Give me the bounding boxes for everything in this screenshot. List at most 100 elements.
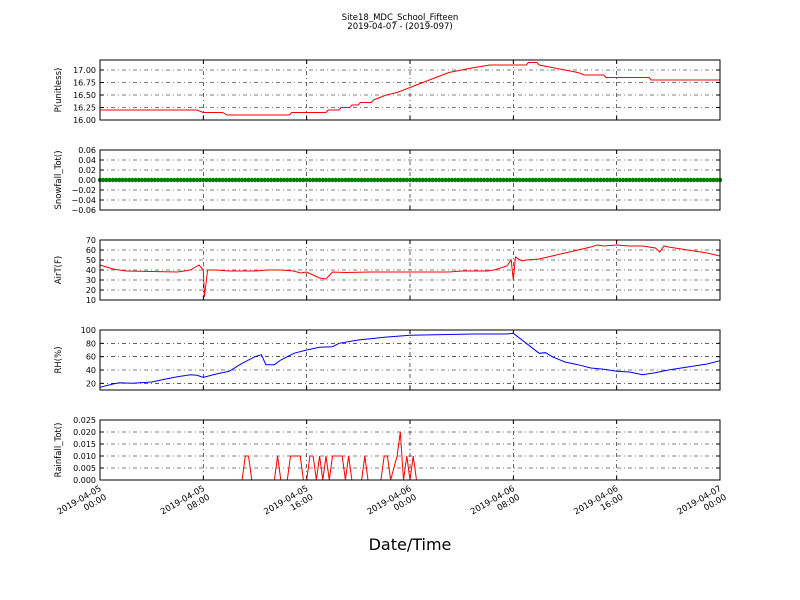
panel-frame [99, 149, 721, 211]
series-point [637, 177, 642, 183]
chart-title: Site18_MDC_School_Fifteen [342, 13, 459, 23]
series-point [256, 177, 261, 183]
chart-panels: 16.00 16.25 16.50 16.75 17.00 P(unitless) −0.0… [54, 59, 723, 485]
series-point [514, 177, 519, 183]
panel-frame [99, 239, 721, 301]
series-point [701, 177, 707, 183]
series-point [433, 177, 438, 183]
series-point [653, 177, 658, 183]
series-point [604, 177, 610, 183]
series-point [524, 177, 529, 183]
series-point [285, 177, 290, 183]
y-tick-label: 0.000 [73, 476, 96, 485]
series-point [682, 177, 687, 183]
series-point [679, 177, 684, 183]
series-point [646, 177, 652, 183]
series-point [362, 177, 367, 183]
series-point [294, 177, 300, 183]
series-point [307, 177, 313, 183]
series-point [181, 177, 187, 183]
series-point [595, 177, 600, 183]
chart-subtitle: 2019-04-07 - (2019-097) [347, 22, 452, 32]
series-point [323, 177, 329, 183]
series-point [704, 177, 710, 183]
series-point [527, 177, 532, 183]
series-point [272, 177, 277, 183]
series-point [562, 177, 568, 183]
series-point [104, 177, 109, 183]
y-tick-label: 100 [81, 326, 96, 335]
series-point [456, 177, 461, 183]
y-tick-label: 0.020 [73, 428, 96, 437]
series-point [582, 177, 587, 183]
x-axis-label: Date/Time [369, 535, 452, 554]
y-axis-label: RH(%) [54, 346, 64, 373]
panel-frame [99, 329, 721, 391]
series-point [330, 177, 335, 183]
series-point [414, 177, 419, 183]
series-point [549, 177, 555, 183]
series-point [298, 177, 303, 183]
series-line-3 [99, 332, 721, 388]
series-point [162, 177, 167, 183]
series-point [620, 177, 626, 183]
series-point [498, 177, 503, 183]
series-point [575, 177, 581, 183]
panel-frame [99, 59, 721, 121]
series-point [588, 177, 593, 183]
series-point [343, 177, 348, 183]
series-point [708, 177, 713, 183]
series-point [465, 177, 471, 183]
series-point [608, 177, 613, 183]
y-tick-label: 60 [86, 353, 96, 362]
series-point [382, 177, 387, 183]
series-point [223, 177, 229, 183]
series-point [485, 177, 490, 183]
y-tick-label: 0.06 [78, 146, 96, 155]
series-point [472, 177, 477, 183]
panel-1: −0.06−0.04−0.020.000.020.040.06 Snowfall_… [54, 146, 723, 215]
y-tick-label: 0.025 [73, 416, 96, 425]
series-point [262, 177, 267, 183]
series-point [401, 177, 406, 183]
series-point [666, 177, 671, 183]
series-point [482, 177, 487, 183]
series-point [168, 177, 174, 183]
series-point [340, 177, 345, 183]
y-tick-label: 40 [86, 366, 96, 375]
series-point [194, 177, 200, 183]
series-point [407, 177, 413, 183]
series-point [268, 177, 274, 183]
series-point [659, 177, 665, 183]
series-point [146, 177, 151, 183]
series-point [695, 177, 700, 183]
series-point [488, 177, 493, 183]
y-tick-label: 0.010 [73, 452, 96, 461]
y-tick-label: 16.25 [73, 104, 96, 113]
series-point [446, 177, 451, 183]
y-tick-label: 0.04 [78, 156, 96, 165]
series-point [120, 177, 125, 183]
series-point [178, 177, 183, 183]
series-point [175, 177, 180, 183]
series-point [553, 177, 558, 183]
series-point [601, 177, 606, 183]
series-point [188, 177, 193, 183]
series-point [165, 177, 170, 183]
y-tick-label: −0.04 [71, 196, 96, 205]
y-tick-label: −0.02 [71, 186, 96, 195]
series-point [449, 177, 455, 183]
series-point [669, 177, 674, 183]
series-point [391, 177, 397, 183]
series-point [627, 177, 632, 183]
y-tick-label: 80 [86, 339, 96, 348]
series-point [662, 177, 668, 183]
series-point [359, 177, 364, 183]
series-point [469, 177, 474, 183]
series-point [372, 177, 377, 183]
